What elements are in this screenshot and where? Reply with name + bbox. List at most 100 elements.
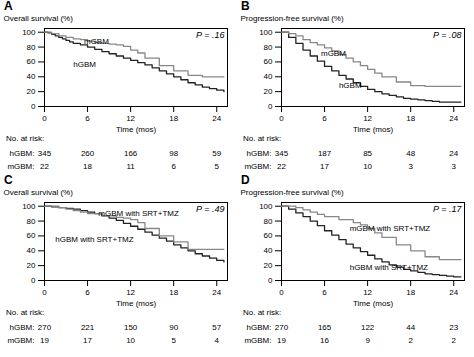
svg-text:2: 2 <box>452 336 457 345</box>
svg-text:57: 57 <box>212 323 221 332</box>
svg-text:hGBM with SRT+TMZ: hGBM with SRT+TMZ <box>55 235 133 244</box>
svg-text:100: 100 <box>259 202 273 211</box>
svg-text:6: 6 <box>322 114 327 123</box>
svg-text:24: 24 <box>449 114 458 123</box>
svg-text:80: 80 <box>264 43 273 52</box>
svg-text:hGBM:: hGBM: <box>247 149 272 158</box>
svg-text:6: 6 <box>85 288 90 297</box>
svg-text:20: 20 <box>27 261 36 270</box>
svg-text:mGBM with SRT+TMZ: mGBM with SRT+TMZ <box>350 224 431 233</box>
svg-text:hGBM: hGBM <box>339 81 362 90</box>
svg-text:40: 40 <box>264 246 273 255</box>
svg-text:100: 100 <box>22 28 36 37</box>
svg-text:260: 260 <box>81 149 95 158</box>
svg-text:0: 0 <box>268 102 273 111</box>
svg-text:mGBM: mGBM <box>84 37 109 46</box>
svg-text:0: 0 <box>279 288 284 297</box>
svg-text:6: 6 <box>171 162 176 171</box>
svg-text:10: 10 <box>126 336 135 345</box>
svg-text:44: 44 <box>406 323 415 332</box>
svg-text:40: 40 <box>27 72 36 81</box>
svg-text:345: 345 <box>38 149 52 158</box>
svg-text:hGBM:: hGBM: <box>10 323 35 332</box>
svg-text:165: 165 <box>318 323 332 332</box>
svg-text:Time (mos): Time (mos) <box>116 125 156 134</box>
svg-text:mGBM:: mGBM: <box>7 336 34 345</box>
svg-text:P = .49: P = .49 <box>196 204 224 214</box>
svg-text:80: 80 <box>27 43 36 52</box>
svg-text:100: 100 <box>259 28 273 37</box>
svg-text:24: 24 <box>212 114 221 123</box>
svg-text:80: 80 <box>264 217 273 226</box>
svg-text:122: 122 <box>361 323 375 332</box>
svg-text:12: 12 <box>363 288 372 297</box>
svg-text:60: 60 <box>264 57 273 66</box>
svg-text:19: 19 <box>40 336 49 345</box>
svg-text:166: 166 <box>124 149 138 158</box>
svg-text:P = .08: P = .08 <box>433 30 461 40</box>
svg-text:12: 12 <box>126 288 135 297</box>
svg-text:hGBM:: hGBM: <box>247 323 272 332</box>
svg-text:mGBM:: mGBM: <box>7 162 34 171</box>
svg-text:22: 22 <box>277 162 286 171</box>
svg-text:mGBM: mGBM <box>321 49 346 58</box>
svg-text:17: 17 <box>320 162 329 171</box>
svg-text:18: 18 <box>169 288 178 297</box>
svg-text:Overall survival (%): Overall survival (%) <box>4 14 74 23</box>
svg-text:40: 40 <box>27 246 36 255</box>
svg-text:2: 2 <box>408 336 413 345</box>
svg-text:20: 20 <box>27 87 36 96</box>
svg-text:Progression-free survival (%): Progression-free survival (%) <box>241 188 344 197</box>
svg-text:270: 270 <box>38 323 52 332</box>
svg-text:9: 9 <box>365 336 370 345</box>
svg-text:6: 6 <box>85 114 90 123</box>
svg-text:270: 270 <box>275 323 289 332</box>
svg-text:10: 10 <box>363 162 372 171</box>
svg-text:0: 0 <box>31 276 36 285</box>
svg-text:18: 18 <box>406 114 415 123</box>
svg-text:24: 24 <box>212 288 221 297</box>
svg-text:100: 100 <box>22 202 36 211</box>
svg-text:Time (mos): Time (mos) <box>353 125 393 134</box>
svg-text:6: 6 <box>322 288 327 297</box>
svg-text:hGBM:: hGBM: <box>10 149 35 158</box>
svg-text:4: 4 <box>215 336 220 345</box>
svg-text:85: 85 <box>363 149 372 158</box>
svg-text:mGBM:: mGBM: <box>244 336 271 345</box>
svg-text:0: 0 <box>279 114 284 123</box>
svg-text:90: 90 <box>169 323 178 332</box>
svg-text:Overall survival (%): Overall survival (%) <box>4 188 74 197</box>
svg-text:19: 19 <box>277 336 286 345</box>
svg-text:5: 5 <box>171 336 176 345</box>
svg-text:Progression-free survival (%): Progression-free survival (%) <box>241 14 344 23</box>
svg-text:60: 60 <box>264 231 273 240</box>
svg-text:345: 345 <box>275 149 289 158</box>
svg-text:12: 12 <box>126 114 135 123</box>
svg-text:3: 3 <box>452 162 457 171</box>
svg-text:P = .16: P = .16 <box>196 30 224 40</box>
svg-text:0: 0 <box>42 114 47 123</box>
svg-text:60: 60 <box>27 231 36 240</box>
svg-text:0: 0 <box>31 102 36 111</box>
svg-text:mGBM with SRT+TMZ: mGBM with SRT+TMZ <box>98 209 179 218</box>
svg-text:Time (mos): Time (mos) <box>353 299 393 308</box>
svg-text:18: 18 <box>83 162 92 171</box>
svg-text:mGBM:: mGBM: <box>244 162 271 171</box>
svg-text:22: 22 <box>40 162 49 171</box>
svg-text:Time (mos): Time (mos) <box>116 299 156 308</box>
svg-text:16: 16 <box>320 336 329 345</box>
svg-text:48: 48 <box>406 149 415 158</box>
svg-text:hGBM with SRT+TMZ: hGBM with SRT+TMZ <box>350 263 428 272</box>
svg-text:3: 3 <box>408 162 413 171</box>
svg-text:11: 11 <box>126 162 135 171</box>
svg-text:20: 20 <box>264 261 273 270</box>
svg-text:24: 24 <box>449 149 458 158</box>
svg-text:12: 12 <box>363 114 372 123</box>
svg-text:221: 221 <box>81 323 95 332</box>
svg-text:0: 0 <box>268 276 273 285</box>
svg-text:80: 80 <box>27 217 36 226</box>
svg-text:0: 0 <box>42 288 47 297</box>
svg-text:24: 24 <box>449 288 458 297</box>
svg-text:5: 5 <box>215 162 220 171</box>
svg-text:P = .17: P = .17 <box>433 204 462 214</box>
